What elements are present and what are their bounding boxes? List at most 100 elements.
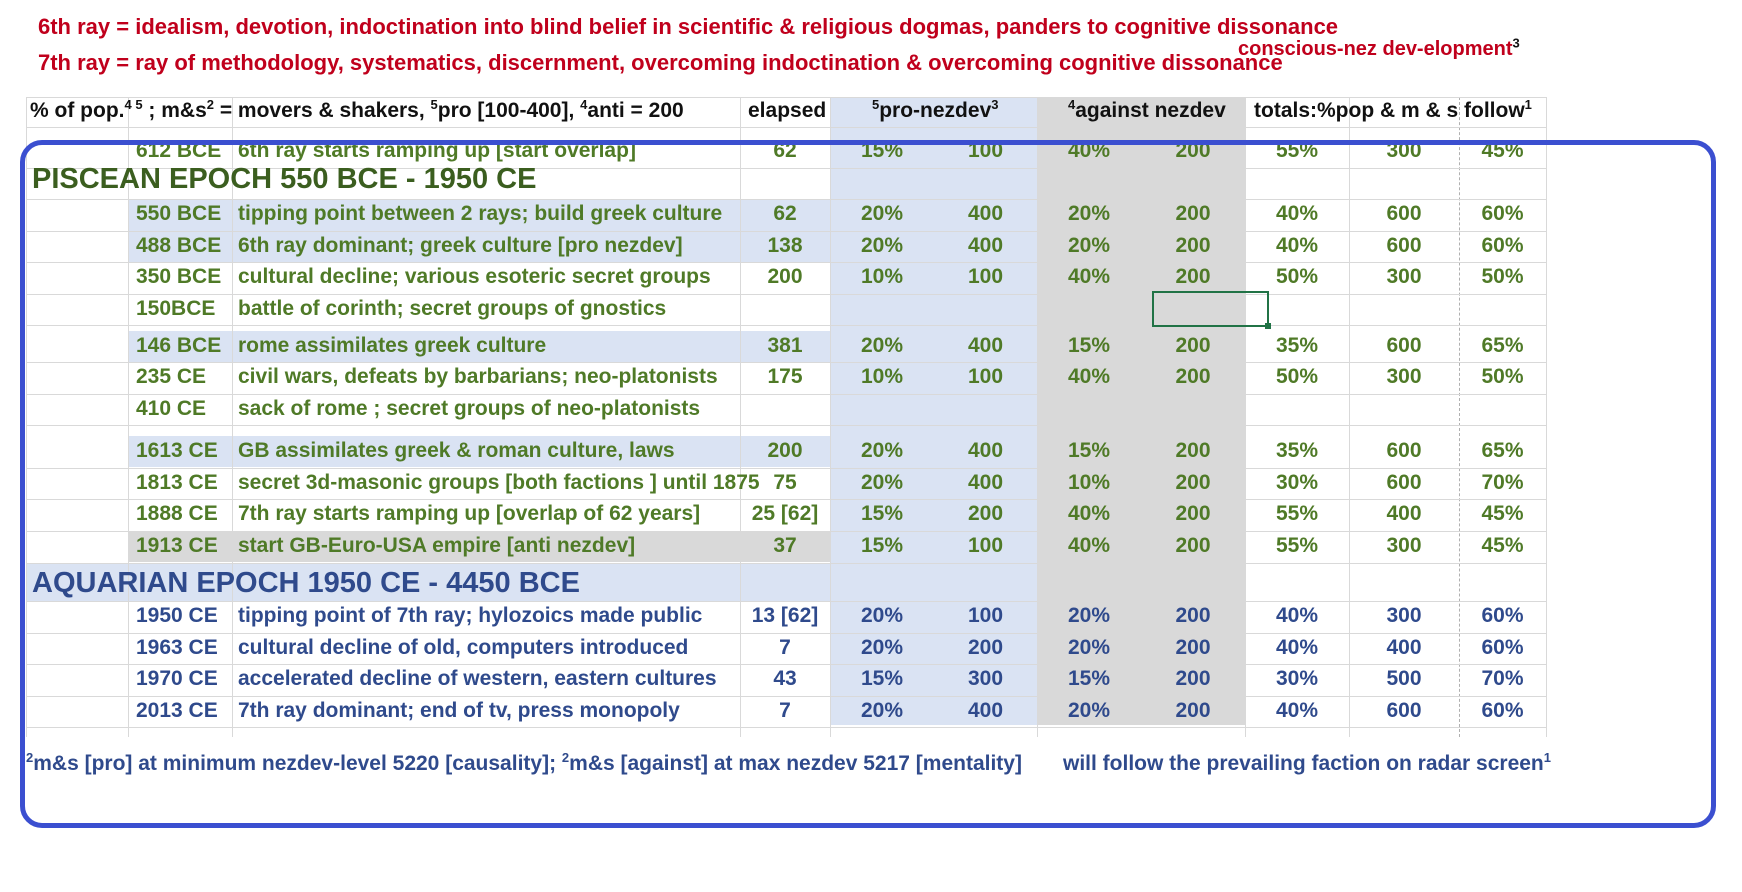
cell-pro-pct: 15% [860, 667, 904, 690]
grid-column-line [1349, 97, 1350, 737]
cell-anti-ms: 200 [1175, 699, 1211, 722]
cell-tot-pct: 55% [1275, 534, 1319, 557]
cell-follow: 45% [1481, 534, 1524, 557]
row-band-aquarian [26, 563, 830, 601]
cell-pro-ms: 400 [967, 699, 1004, 722]
cell-pro-pct: 10% [860, 365, 904, 388]
cell-elapsed: 7 [779, 636, 791, 659]
grid-row-line [26, 262, 1546, 263]
cell-follow: 50% [1481, 265, 1524, 288]
cell-tot-ms: 300 [1386, 534, 1422, 557]
cell-pro-ms: 100 [967, 265, 1004, 288]
cell-follow: 60% [1481, 699, 1524, 722]
grid-row-line [26, 727, 1546, 728]
cell-follow: 45% [1481, 502, 1524, 525]
cell-tot-pct: 50% [1275, 365, 1319, 388]
cell-anti-pct: 40% [1067, 534, 1111, 557]
ray6-note: 6th ray = idealism, devotion, indoctinat… [38, 14, 1339, 39]
cell-follow: 70% [1481, 667, 1524, 690]
row-band-146 [128, 331, 830, 362]
grid-row-line [26, 664, 1546, 665]
grid-row-line [26, 325, 1546, 326]
header-follow-text: follow [1464, 99, 1525, 122]
cell-date: 150BCE [136, 297, 216, 320]
cell-elapsed: 25 [62] [751, 502, 819, 525]
cell-event: secret 3d-masonic groups [both factions … [238, 471, 760, 494]
cell-anti-pct: 40% [1067, 265, 1111, 288]
pro-column-bg [830, 97, 1037, 725]
selected-cell[interactable] [1152, 291, 1271, 329]
cell-anti-ms: 200 [1175, 667, 1211, 690]
cell-date: 410 CE [136, 397, 207, 420]
cell-event: cultural decline of old, computers intro… [238, 636, 689, 659]
row-band-550 [128, 199, 830, 262]
grid-row-line [26, 231, 1546, 232]
cell-pro-pct: 20% [860, 202, 904, 225]
cell-event: start GB-Euro-USA empire [anti nezdev] [238, 534, 636, 557]
cell-tot-pct: 40% [1275, 234, 1319, 257]
header-pro-sup2: 5 [872, 97, 880, 112]
cell-date: 235 CE [136, 365, 207, 388]
grid-column-line [1037, 97, 1038, 737]
cell-anti-ms: 200 [1175, 365, 1211, 388]
grid-row-line [26, 294, 1546, 295]
cell-pro-ms: 200 [967, 636, 1004, 659]
grid-row-line [26, 394, 1546, 395]
footer-sup-a: 2 [26, 750, 34, 765]
cell-event: cultural decline; various esoteric secre… [238, 265, 711, 288]
header-pop-b: ; m&s [142, 99, 207, 122]
header-pop-e: anti = 200 [587, 99, 684, 122]
cell-pro-ms: 200 [967, 502, 1004, 525]
footer-sup-b: 2 [561, 750, 570, 765]
cell-tot-ms: 600 [1386, 334, 1422, 357]
cell-tot-pct: 35% [1275, 439, 1319, 462]
cell-tot-pct: 55% [1275, 502, 1319, 525]
cell-tot-ms: 300 [1386, 604, 1422, 627]
footer-right: will follow the prevailing faction on ra… [1063, 751, 1551, 776]
cell-event: GB assimilates greek & roman culture, la… [238, 439, 675, 462]
grid-row-line [26, 199, 1546, 200]
cell-anti-pct: 20% [1067, 202, 1111, 225]
footer-text-b: m&s [against] at max nezdev 5217 [mental… [569, 752, 1022, 775]
cell-date: 488 BCE [136, 234, 222, 257]
cell-anti-pct: 20% [1067, 699, 1111, 722]
cell-tot-ms: 300 [1386, 265, 1422, 288]
cell-elapsed: 381 [767, 334, 803, 357]
cell-date: 1888 CE [136, 502, 218, 525]
row-band-1613 [128, 436, 830, 467]
cell-date: 146 BCE [136, 334, 222, 357]
cell-tot-ms: 600 [1386, 202, 1422, 225]
cell-anti-pct: 20% [1067, 636, 1111, 659]
cell-tot-pct: 40% [1275, 699, 1319, 722]
row-band-1913 [128, 531, 830, 562]
cell-pro-ms: 400 [967, 202, 1004, 225]
cell-anti-pct: 40% [1067, 502, 1111, 525]
grid-column-line [26, 97, 27, 737]
cell-date: 1970 CE [136, 667, 218, 690]
cell-pro-pct: 15% [860, 534, 904, 557]
header-anti-sup: 4 [580, 97, 588, 112]
cell-follow: 70% [1481, 471, 1524, 494]
grid-column-line [232, 97, 233, 737]
against-column-bg [1037, 97, 1245, 725]
cell-elapsed: 200 [767, 265, 803, 288]
grid-row-line [26, 425, 1546, 426]
grid-row-line [26, 696, 1546, 697]
cell-date: 1613 CE [136, 439, 218, 462]
cell-elapsed: 43 [773, 667, 797, 690]
cell-event: 7th ray starts ramping up [overlap of 62… [238, 502, 701, 525]
cell-anti-ms: 200 [1175, 265, 1211, 288]
cell-date: 2013 CE [136, 699, 218, 722]
header-pro-sup3: 3 [991, 97, 999, 112]
epoch-aquarian: AQUARIAN EPOCH 1950 CE - 4450 BCE [32, 567, 580, 599]
header-pop-sup: 4 5 [124, 97, 143, 112]
header-pro-sup: 5 [430, 97, 438, 112]
cell-tot-ms: 400 [1386, 636, 1422, 659]
cell-tot-ms: 600 [1386, 699, 1422, 722]
header-against-text: against nezdev [1075, 99, 1226, 122]
cell-tot-pct: 50% [1275, 265, 1319, 288]
cell-tot-pct: 30% [1275, 471, 1319, 494]
cell-tot-ms: 400 [1386, 502, 1422, 525]
grid-column-line [830, 97, 831, 737]
grid-column-line [1245, 97, 1246, 737]
